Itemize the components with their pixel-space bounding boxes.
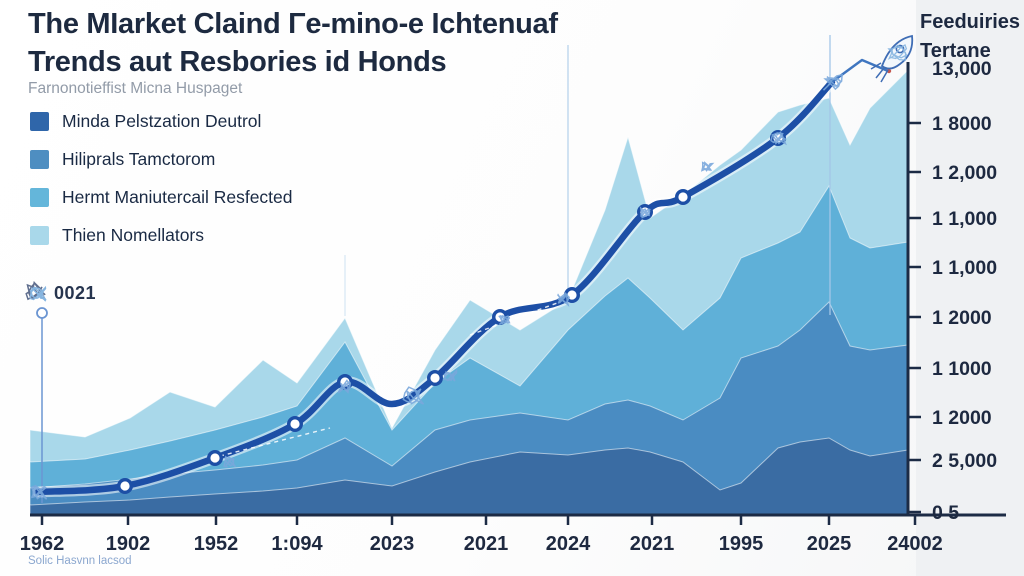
corner-caption-line-1: Feeduiries	[920, 11, 1021, 33]
scribble-doodle-3	[402, 386, 425, 405]
scribble-doodle-9	[770, 131, 787, 146]
line-accent-1	[219, 427, 331, 457]
x-axis-label-4: 2023	[370, 533, 415, 555]
scribble-doodle-7	[639, 205, 651, 219]
x-axis-label-2: 1952	[194, 533, 239, 555]
legend-swatch-icon	[30, 112, 49, 131]
x-axis-label-0: 1962	[20, 533, 65, 555]
x-axis-label-9: 2025	[807, 533, 852, 555]
annotation-scribble-icon	[29, 285, 47, 302]
legend-item-3: Thien Nomellators	[30, 225, 293, 245]
y-axis-label-1: 1 8000	[932, 113, 992, 135]
corner-caption-line-2: Tertane	[920, 40, 991, 62]
x-axis-label-6: 2024	[546, 533, 591, 555]
scribble-doodle-1	[223, 455, 237, 468]
scribble-doodle-10	[822, 73, 843, 91]
corner-caption: Feeduiries Tertane	[920, 8, 1020, 66]
y-axis-label-5: 1 2000	[932, 307, 992, 329]
x-axis-label-5: 2021	[464, 533, 509, 555]
legend-swatch-icon	[30, 226, 49, 245]
data-point-marker-1	[206, 450, 223, 467]
title-line-1: The MIarket Claind Γe-mino-e Ichtenuaf	[28, 8, 558, 40]
scribble-doodle-6	[557, 292, 570, 308]
legend-item-label: Hermt Maniutercail Resfected	[62, 187, 293, 207]
y-axis-label-6: 1 1000	[932, 358, 992, 380]
x-axis-label-10: 24002	[887, 533, 943, 555]
scribble-doodle-4	[442, 368, 458, 382]
annotation-circle	[36, 307, 48, 319]
y-axis-label-3: 1 1,000	[932, 208, 997, 230]
scribble-doodle-2	[337, 379, 352, 394]
y-axis-label-0: 13,000	[932, 58, 992, 80]
page-subtitle: Farnonotieffist Micna Huspaget	[28, 80, 243, 97]
scribble-doodle-0	[30, 484, 48, 500]
page-title: The MIarket Claind Γe-mino-e Ichtenuaf T…	[28, 6, 558, 81]
rocket-flame-icon	[870, 62, 889, 83]
data-point-marker-0	[116, 478, 133, 495]
y-axis-label-4: 1 1,000	[932, 257, 997, 279]
legend-item-2: Hermt Maniutercail Resfected	[30, 187, 293, 207]
right-axis-panel	[916, 0, 1024, 576]
annotation-label: 0021	[54, 283, 97, 303]
legend-item-label: Hiliprals Tamctorom	[62, 149, 216, 169]
tail-end-dot	[886, 68, 892, 74]
area-layer-1	[29, 301, 909, 516]
title-line-2: Trends aut Resbories id Honds	[28, 45, 447, 78]
x-axis-label-3: 1:094	[271, 533, 323, 555]
scribble-doodle-8	[700, 161, 715, 172]
legend: Minda Pelstzation Deutrol Hiliprals Tamct…	[30, 111, 293, 264]
legend-item-0: Minda Pelstzation Deutrol	[30, 111, 293, 131]
y-axis-label-9: 0 5	[932, 502, 959, 524]
y-axis-label-2: 1 2,000	[932, 162, 997, 184]
x-axis-label-8: 1995	[719, 533, 764, 555]
y-axis-label-7: 1 2000	[932, 407, 992, 429]
data-point-marker-4	[427, 370, 444, 387]
x-axis-label-1: 1902	[106, 533, 151, 555]
legend-swatch-icon	[30, 150, 49, 169]
rocket-scribble	[887, 44, 908, 61]
legend-item-label: Thien Nomellators	[62, 225, 204, 245]
data-point-marker-8	[675, 188, 692, 205]
footnote-text: Solic Hasvnn lacsod	[28, 555, 132, 567]
scribble-doodle-5	[498, 314, 511, 326]
x-axis-label-7: 2021	[630, 533, 675, 555]
area-layer-0	[29, 437, 909, 516]
legend-item-1: Hiliprals Tamctorom	[30, 149, 293, 169]
legend-item-label: Minda Pelstzation Deutrol	[62, 111, 262, 131]
data-point-marker-2	[287, 416, 304, 433]
legend-swatch-icon	[30, 188, 49, 207]
y-axis-label-8: 2 5,000	[932, 450, 997, 472]
